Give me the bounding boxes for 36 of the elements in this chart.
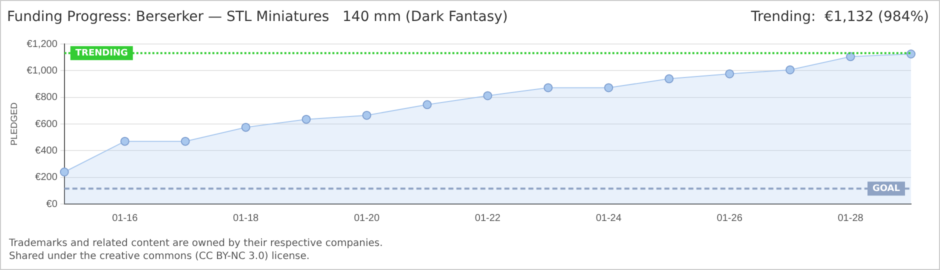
point [664,74,674,84]
text: Trademarks and related content are owned by their respective companies. [9,237,383,250]
x-tick-label: 01-24 [596,212,622,224]
point [60,168,69,176]
y-tick-label: €1,000 [26,65,58,76]
point [846,52,856,62]
y-tick-label: €800 [35,92,58,104]
y-tick-label: €200 [35,172,58,184]
point [120,136,130,146]
ref-line-label: TRENDING [75,48,128,58]
point [906,50,916,58]
y-tick-label: €1,200 [26,38,58,50]
point [180,136,190,146]
point [483,91,492,100]
y-tick-label: €600 [35,118,58,130]
x-tick-label: 01-20 [354,212,380,224]
chart-subtitle: Trending: €1,132 (984%) [751,9,929,25]
y-tick-label: €400 [35,145,58,156]
point [786,65,795,74]
y-axis-title: PLEDGED [8,102,19,146]
point [725,69,734,78]
y-tick-label: €0 [46,198,58,210]
x-tick-label: 01-16 [112,212,138,224]
x-tick-label: 01-26 [716,212,743,224]
x-tick-label: 01-18 [233,212,260,224]
point [241,122,250,132]
text: Shared under the creative commons (CC BY-NC 3.0) license. [9,250,311,263]
point [544,83,553,92]
point [604,83,614,92]
x-tick-label: 01-28 [838,212,864,224]
chart-title: Funding Progress: Berserker — STL Miniatures 140 mm (Dark Fantasy) [7,9,508,25]
x-tick-label: 01-22 [474,212,501,224]
point [302,114,311,124]
point [362,110,372,120]
point [422,100,432,110]
ref-line-label: GOAL [872,184,900,194]
